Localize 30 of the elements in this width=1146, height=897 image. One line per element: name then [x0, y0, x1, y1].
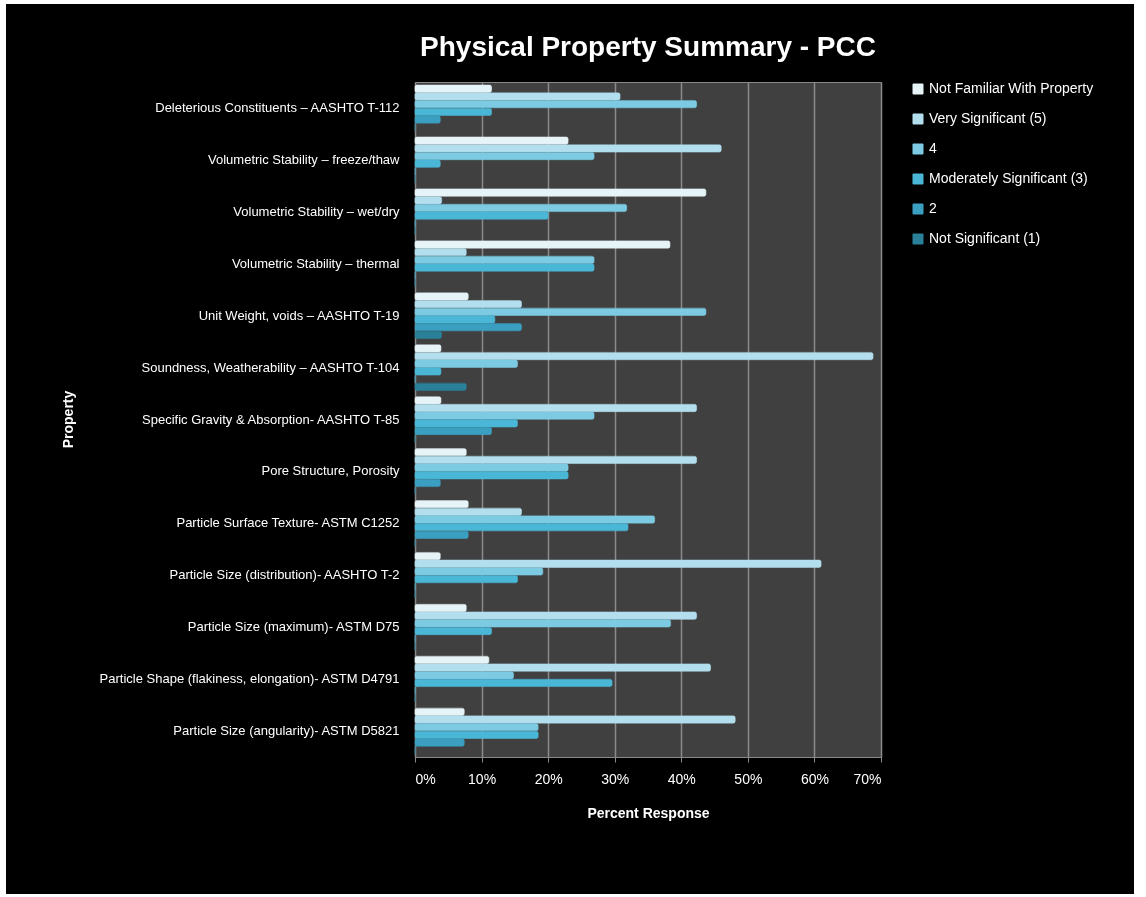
x-tick-label: 40% — [667, 770, 696, 787]
y-tick-label: Particle Size (maximum)- ASTM D75 — [187, 619, 400, 635]
x-tick-label: 50% — [734, 770, 763, 787]
y-tick-label: Particle Shape (flakiness, elongation)- ASTM D4791 — [99, 671, 400, 687]
y-tick-label: Specific Gravity & Absorption- AASHTO T-85 — [142, 411, 400, 427]
y-tick-label: Particle Surface Texture- ASTM C1252 — [176, 515, 400, 531]
y-tick-label: Volumetric Stability – freeze/thaw — [208, 151, 401, 167]
y-tick-label: Volumetric Stability – wet/dry — [233, 203, 400, 219]
x-tick-label: 70% — [853, 770, 882, 787]
x-tick-label: 20% — [534, 770, 563, 787]
y-tick-label: Soundness, Weatherability – AASHTO T-104 — [141, 359, 400, 375]
legend-label: Very Significant (5) — [929, 110, 1047, 126]
y-tick-label: Particle Size (angularity)- ASTM D5821 — [173, 723, 400, 739]
y-tick-label: Unit Weight, voids – AASHTO T-19 — [198, 307, 400, 323]
legend-label: Not Significant (1) — [929, 230, 1041, 246]
x-tick-label: 60% — [800, 770, 829, 787]
x-tick-label: 30% — [601, 770, 630, 787]
legend-label: Not Familiar With Property — [929, 80, 1094, 96]
y-axis-title: Property — [59, 390, 76, 449]
y-tick-label: Volumetric Stability – thermal — [231, 255, 400, 271]
legend-label: 2 — [929, 200, 937, 216]
y-tick-label: Particle Size (distribution)- AASHTO T-2 — [169, 567, 400, 583]
chart-title: Physical Property Summary - PCC — [420, 31, 876, 62]
x-axis-title: Percent Response — [587, 804, 710, 821]
legend-label: Moderately Significant (3) — [929, 170, 1088, 186]
legend-label: 4 — [929, 140, 937, 156]
x-tick-label: 0% — [415, 770, 436, 787]
x-tick-label: 10% — [468, 770, 497, 787]
y-tick-label: Pore Structure, Porosity — [261, 463, 400, 479]
y-tick-label: Deleterious Constituents – AASHTO T-112 — [155, 99, 400, 115]
